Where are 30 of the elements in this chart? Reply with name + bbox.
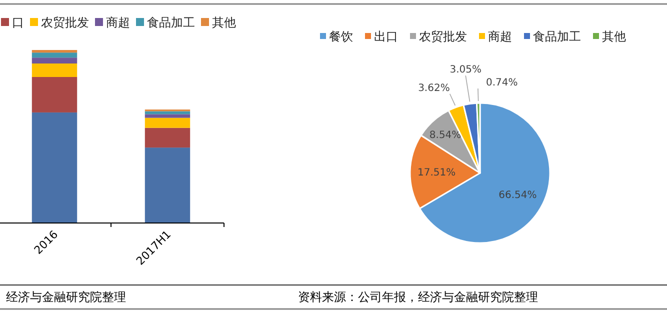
bar	[32, 112, 78, 223]
data-label: 3.05%	[450, 64, 482, 76]
legend-label: 商超	[106, 15, 130, 30]
legend-label: 食品加工	[533, 29, 581, 44]
legend-label: 商超	[488, 29, 512, 44]
legend-label: 出口	[374, 29, 398, 44]
data-label: 17.51%	[418, 168, 456, 179]
bar	[144, 114, 190, 118]
legend-label: 农贸批发	[41, 15, 89, 30]
bar	[144, 118, 190, 128]
text: 经济与金融研究院整理	[6, 290, 126, 304]
data-label: 3.62%	[418, 82, 450, 94]
bar	[32, 58, 78, 64]
bar	[32, 63, 78, 77]
bar	[32, 52, 78, 58]
bar	[144, 111, 190, 114]
text: 资料来源：公司年报，经济与金融研究院整理	[298, 290, 538, 304]
bar	[32, 76, 78, 112]
data-label: 8.54%	[429, 130, 462, 142]
bar	[144, 128, 190, 148]
data-label: 66.54%	[498, 190, 537, 202]
data-label: 0.74%	[486, 78, 518, 89]
legend-label: 其他	[212, 15, 236, 30]
legend-label: 农贸批发	[419, 29, 467, 44]
bar	[144, 148, 190, 223]
legend-label: 口	[12, 15, 24, 30]
bar	[32, 50, 78, 53]
legend-label: 餐饮	[329, 29, 353, 44]
legend-label: 其他	[602, 29, 626, 44]
legend-label: 食品加工	[147, 15, 195, 30]
